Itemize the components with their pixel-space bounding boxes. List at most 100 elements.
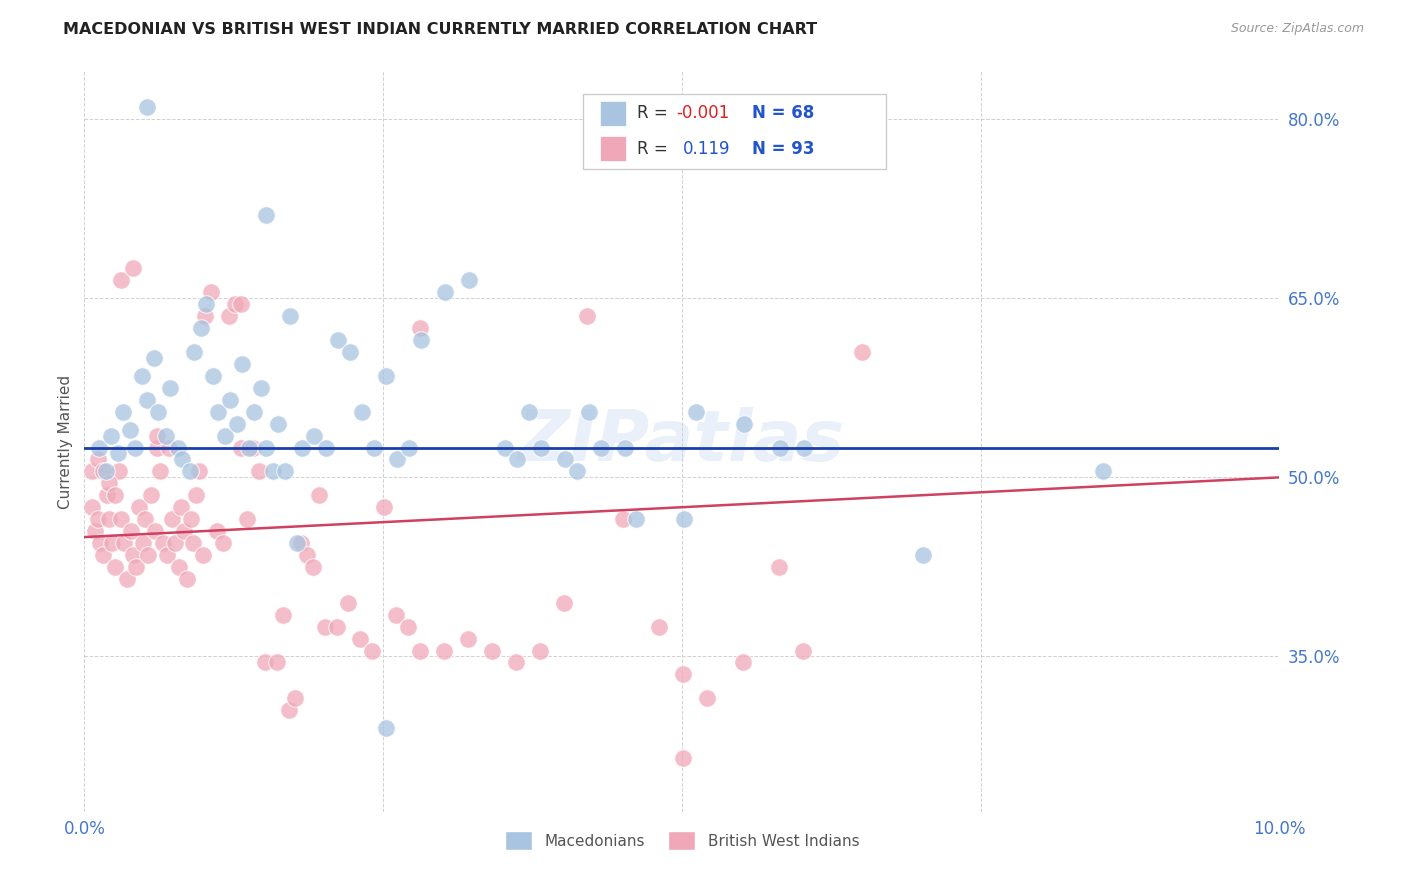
Point (202, 368, 225, 383)
Point (731, 656, 754, 670)
Point (250, 381, 273, 395)
Point (361, 643, 384, 657)
Point (120, 524, 142, 538)
Point (396, 620, 419, 634)
Point (110, 273, 132, 287)
Text: N = 93: N = 93 (752, 140, 814, 158)
Point (156, 548, 179, 562)
Point (266, 656, 288, 670)
Point (315, 441, 337, 455)
Point (205, 524, 228, 538)
Point (149, 464, 172, 478)
Point (349, 632, 371, 646)
Point (339, 345, 361, 359)
Point (387, 452, 409, 467)
Point (191, 548, 214, 562)
Text: MACEDONIAN VS BRITISH WEST INDIAN CURRENTLY MARRIED CORRELATION CHART: MACEDONIAN VS BRITISH WEST INDIAN CURREN… (63, 22, 817, 37)
Point (86, 512, 108, 526)
Point (672, 667, 695, 681)
Text: -0.001: -0.001 (676, 104, 730, 122)
Point (374, 368, 396, 383)
Point (166, 441, 188, 455)
Text: Source: ZipAtlas.com: Source: ZipAtlas.com (1230, 22, 1364, 36)
Point (110, 512, 132, 526)
Point (132, 536, 155, 550)
Point (159, 381, 181, 395)
Point (262, 464, 284, 478)
Point (733, 417, 755, 431)
Point (912, 548, 935, 562)
Point (457, 632, 479, 646)
Point (194, 309, 217, 323)
Point (648, 620, 671, 634)
Point (108, 464, 131, 478)
Text: 0.119: 0.119 (683, 140, 731, 158)
Point (301, 560, 323, 574)
Point (672, 751, 695, 765)
Point (769, 441, 792, 455)
Point (148, 405, 170, 419)
Point (200, 285, 222, 300)
Point (100, 428, 122, 442)
Point (98, 512, 121, 526)
Point (350, 405, 373, 419)
Point (146, 428, 169, 442)
Point (517, 405, 540, 419)
Point (626, 512, 648, 526)
Point (409, 643, 432, 657)
Point (143, 524, 166, 538)
Point (238, 441, 260, 455)
Point (433, 643, 456, 657)
Point (224, 297, 246, 311)
Point (530, 441, 553, 455)
Text: ZIPatlas: ZIPatlas (519, 407, 845, 476)
Point (236, 512, 259, 526)
Point (274, 464, 297, 478)
Point (104, 488, 127, 502)
Point (96, 488, 118, 502)
Point (589, 441, 612, 455)
Point (434, 285, 457, 300)
Point (481, 643, 503, 657)
Y-axis label: Currently Married: Currently Married (58, 375, 73, 508)
Point (385, 607, 408, 622)
Point (98, 476, 121, 491)
Point (247, 464, 270, 478)
Point (218, 309, 240, 323)
Point (374, 721, 396, 735)
Point (254, 208, 277, 222)
Point (1091, 464, 1114, 478)
Point (576, 309, 599, 323)
Point (207, 405, 229, 419)
Point (142, 351, 165, 365)
Point (94, 464, 117, 478)
Point (104, 560, 127, 574)
Point (93, 464, 115, 478)
Point (101, 536, 124, 550)
Point (157, 441, 180, 455)
Point (696, 691, 718, 706)
Point (458, 273, 481, 287)
Point (128, 500, 150, 515)
Point (326, 333, 349, 347)
Point (673, 512, 696, 526)
Point (80, 500, 103, 515)
Point (86, 452, 108, 467)
Point (80, 464, 103, 478)
Point (411, 333, 433, 347)
Point (219, 392, 242, 407)
Point (195, 297, 218, 311)
Point (181, 536, 204, 550)
Point (277, 703, 299, 717)
Point (768, 560, 790, 574)
Legend: Macedonians, British West Indians: Macedonians, British West Indians (499, 825, 865, 856)
Point (125, 560, 148, 574)
Point (793, 441, 815, 455)
Point (302, 428, 325, 442)
Point (84, 524, 107, 538)
Point (285, 536, 308, 550)
Point (373, 500, 395, 515)
Point (506, 452, 529, 467)
Point (229, 441, 252, 455)
Point (93, 548, 115, 562)
